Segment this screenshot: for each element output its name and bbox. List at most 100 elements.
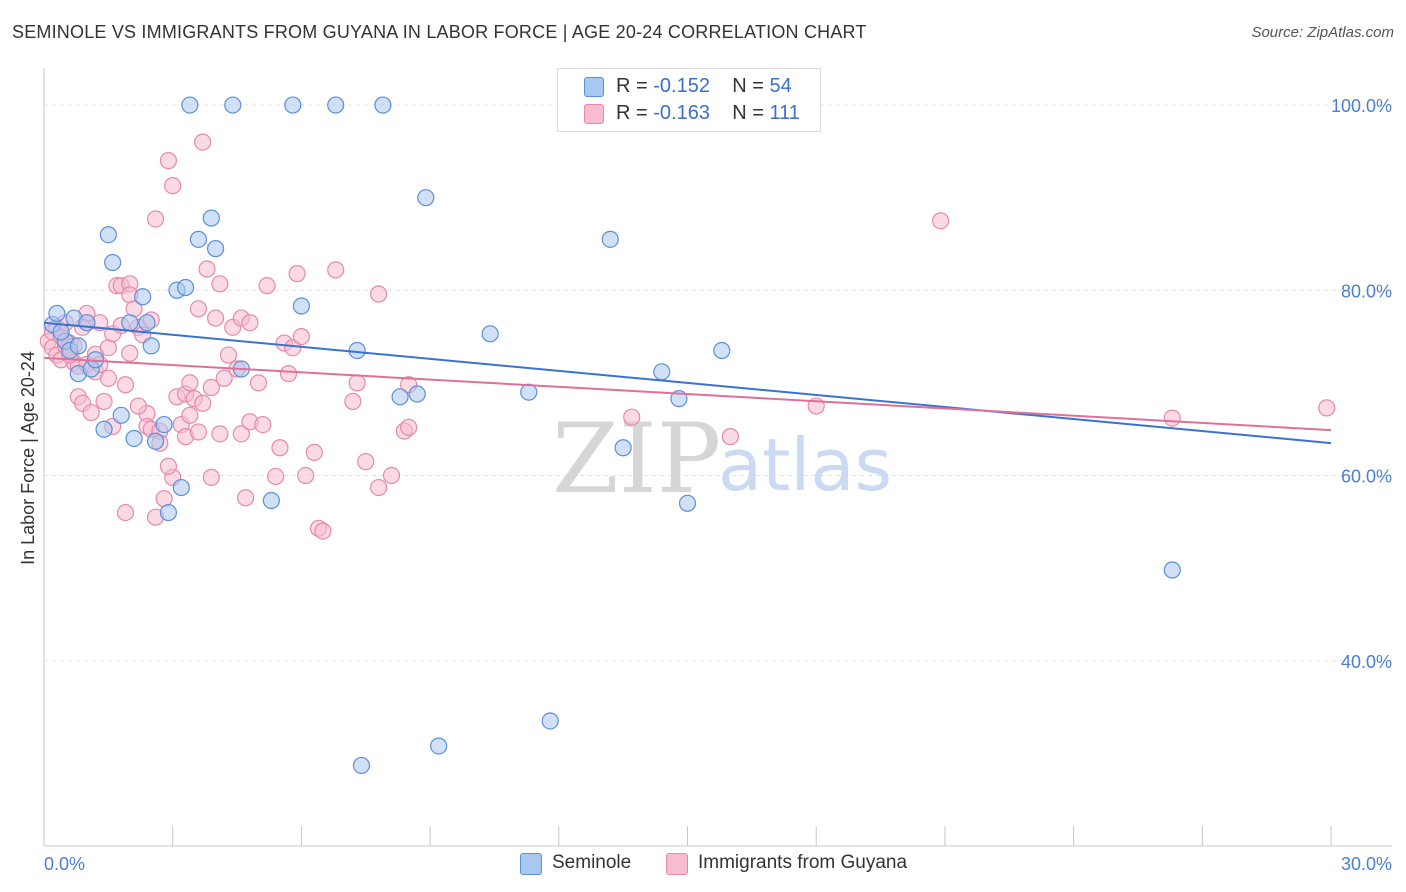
seminole-point <box>391 388 409 406</box>
guyana-points <box>39 133 1336 540</box>
x-ticks <box>172 826 1332 846</box>
seminole-point <box>121 314 139 332</box>
seminole-point <box>284 96 302 114</box>
y-tick-label: 40.0% <box>1341 652 1392 672</box>
guyana-point <box>932 212 950 230</box>
guyana-point <box>194 394 212 412</box>
trend-lines <box>43 321 1332 445</box>
seminole-point <box>146 432 165 450</box>
axes <box>43 68 1392 847</box>
y-tick-label: 100.0% <box>1331 96 1392 116</box>
guyana-point <box>344 392 362 411</box>
n-value: 54 <box>769 75 792 97</box>
seminole-point <box>48 304 66 323</box>
seminole-label: Seminole <box>552 852 632 873</box>
guyana-point <box>202 468 220 486</box>
watermark-atlas: atlas <box>718 423 892 507</box>
guyana-point <box>241 314 259 332</box>
seminole-point <box>159 503 178 522</box>
guyana-point <box>116 503 135 522</box>
seminole-point <box>481 325 499 343</box>
y-tick-label: 80.0% <box>1341 281 1392 301</box>
guyana-point <box>382 466 401 485</box>
seminole-point <box>653 363 671 381</box>
seminole-point <box>207 240 225 258</box>
seminole-point <box>172 478 190 497</box>
seminole-point <box>104 253 122 272</box>
guyana-point <box>116 376 135 394</box>
watermark: ZIP atlas <box>552 403 892 515</box>
guyana-point <box>292 327 310 346</box>
seminole-point <box>52 323 70 341</box>
seminole-point <box>1163 561 1181 579</box>
x-tick-label-min: 0.0% <box>44 854 85 874</box>
seminole-point <box>189 230 208 248</box>
guyana-point <box>237 489 255 507</box>
guyana-point <box>129 397 147 415</box>
guyana-point <box>254 415 272 434</box>
r-value: -0.152 <box>653 75 710 97</box>
guyana-point <box>267 467 285 486</box>
guyana-point <box>258 277 276 295</box>
r-value: -0.163 <box>653 102 710 124</box>
guyana-point <box>721 428 740 446</box>
seminole-trend-line <box>43 321 1332 445</box>
guyana-point <box>297 466 315 485</box>
seminole-point <box>99 226 117 244</box>
guyana-label: Immigrants from Guyana <box>698 852 908 873</box>
seminole-point <box>374 96 392 114</box>
guyana-point <box>370 478 388 497</box>
seminole-point <box>601 230 619 248</box>
guyana-point <box>348 374 366 392</box>
chart-title: SEMINOLE VS IMMIGRANTS FROM GUYANA IN LA… <box>12 22 867 42</box>
r-label: R = <box>616 102 654 124</box>
seminole-point <box>134 288 152 306</box>
seminole-point <box>112 406 130 424</box>
guyana-point <box>1163 409 1181 427</box>
guyana-point <box>232 425 250 443</box>
y-tick-labels: 40.0% 60.0% 80.0% 100.0% <box>1331 96 1392 672</box>
seminole-point <box>69 337 87 355</box>
seminole-point <box>78 314 96 332</box>
y-tick-label: 60.0% <box>1341 467 1392 487</box>
seminole-point <box>224 96 242 114</box>
n-label: N = <box>732 75 770 97</box>
guyana-point <box>279 365 298 383</box>
legend-stats-guyana: R = -0.163 N = 111 <box>616 102 800 125</box>
legend-stats-seminole: R = -0.152 N = 54 <box>616 75 792 98</box>
gridlines <box>44 104 1392 662</box>
seminole-point <box>408 385 426 403</box>
source-label: Source: ZipAtlas.com <box>1251 24 1394 41</box>
guyana-point <box>181 374 199 392</box>
legend: R = -0.152 N = 54 R = -0.163 N = 111 <box>557 68 821 132</box>
guyana-point <box>623 408 641 426</box>
guyana-point <box>189 423 208 441</box>
guyana-point <box>211 275 229 293</box>
seminole-point <box>327 96 345 114</box>
guyana-point <box>207 309 225 327</box>
guyana-point <box>215 369 233 387</box>
seminole-point <box>142 337 160 355</box>
seminole-point <box>520 383 538 401</box>
seminole-point <box>155 415 173 434</box>
seminole-point <box>417 189 435 207</box>
y-axis-label: In Labor Force | Age 20-24 <box>18 351 38 565</box>
guyana-point <box>181 406 199 424</box>
guyana-point <box>146 210 165 228</box>
guyana-trend-line <box>43 356 1332 432</box>
guyana-swatch <box>584 104 604 124</box>
guyana-point <box>95 392 113 411</box>
seminole-point <box>430 737 448 755</box>
guyana-swatch <box>666 853 688 875</box>
guyana-point <box>121 344 139 362</box>
x-tick-label-max: 30.0% <box>1341 854 1392 874</box>
n-value: 111 <box>769 102 800 124</box>
guyana-point <box>159 152 178 170</box>
seminole-point <box>176 278 195 297</box>
guyana-point <box>305 443 323 461</box>
seminole-point <box>95 420 113 438</box>
guyana-point <box>1318 399 1336 417</box>
guyana-point <box>370 285 388 303</box>
guyana-point <box>219 346 238 364</box>
